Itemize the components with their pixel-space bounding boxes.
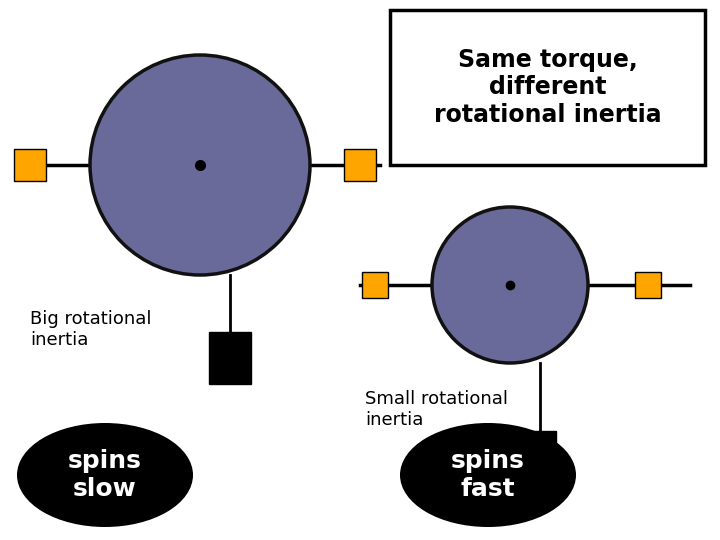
Bar [362, 272, 388, 298]
Circle shape [432, 207, 588, 363]
Bar [14, 149, 46, 181]
Text: Same torque,
different
rotational inertia: Same torque, different rotational inerti… [433, 48, 661, 127]
Bar [524, 431, 556, 479]
Bar [344, 149, 376, 181]
Ellipse shape [400, 423, 576, 527]
FancyBboxPatch shape [390, 10, 705, 165]
Bar [209, 332, 251, 384]
Text: spins
fast: spins fast [451, 449, 525, 501]
Ellipse shape [17, 423, 193, 527]
Bar [635, 272, 661, 298]
Text: Big rotational
inertia: Big rotational inertia [30, 310, 151, 349]
Circle shape [90, 55, 310, 275]
Text: spins
slow: spins slow [68, 449, 142, 501]
Text: Small rotational
inertia: Small rotational inertia [365, 390, 508, 429]
